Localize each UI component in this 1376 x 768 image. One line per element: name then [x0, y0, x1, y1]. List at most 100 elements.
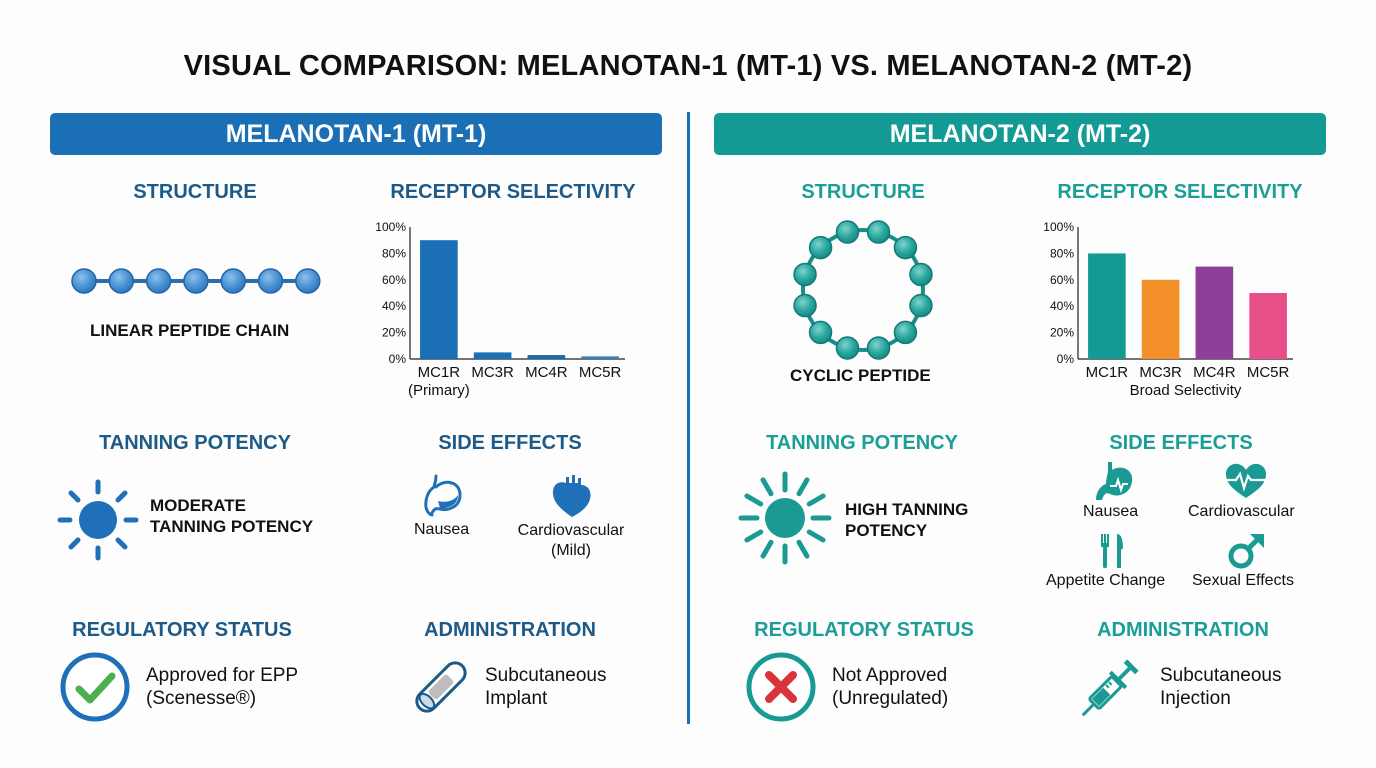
- peptide-bead: [893, 320, 918, 345]
- mt1-banner: MELANOTAN-1 (MT-1): [50, 113, 662, 155]
- male-symbol-icon: [1228, 534, 1264, 569]
- mt2-receptor-chart: 0% 20% 40% 60% 80% 100% MC1R MC3R MC4R MC5R Broad …: [1043, 220, 1293, 399]
- y-tick-label: 100%: [375, 220, 406, 234]
- x-tick-label: MC1R: [418, 364, 461, 381]
- sun-ray: [760, 539, 774, 559]
- peptide-bead: [866, 336, 891, 360]
- y-tick-label: 40%: [382, 299, 406, 313]
- mt1-side-effects-heading: SIDE EFFECTS: [438, 432, 582, 454]
- mt1-administration-text: Subcutaneous Implant: [485, 664, 607, 710]
- y-tick-label: 0%: [1057, 352, 1075, 366]
- mt2-regulatory-heading: REGULATORY STATUS: [754, 619, 974, 641]
- peptide-bead: [257, 268, 284, 294]
- y-tick-label: 20%: [382, 326, 406, 340]
- mt1-tanning-line1: MODERATE: [150, 496, 247, 515]
- mt2-regulatory-text: Not Approved (Unregulated): [832, 664, 948, 710]
- stomach-icon: [1096, 462, 1133, 500]
- column-divider: [687, 112, 690, 724]
- bar-mc3r: [473, 352, 512, 359]
- mt1-tanning-line2: TANNING POTENCY: [150, 517, 314, 536]
- mt2-tanning-line2: POTENCY: [845, 521, 928, 540]
- mt1-side-effect-nausea: Nausea: [414, 521, 470, 538]
- x-tick-label: MC1R: [1086, 364, 1129, 381]
- mt2-regulatory-line1: Not Approved: [832, 665, 948, 686]
- mt2-side-effect-cardio: Cardiovascular: [1188, 503, 1295, 520]
- x-tick-label: MC4R: [525, 364, 568, 381]
- y-tick-label: 40%: [1050, 299, 1074, 313]
- mt1-administration-line2: Implant: [485, 688, 548, 709]
- peptide-bead: [71, 268, 97, 294]
- mt1-structure-label: LINEAR PEPTIDE CHAIN: [90, 321, 290, 340]
- mt2-tanning-text: HIGH TANNING POTENCY: [845, 499, 968, 541]
- mt2-structure-label: CYCLIC PEPTIDE: [790, 366, 931, 385]
- peptide-bead: [866, 220, 891, 244]
- heart-icon: [552, 475, 591, 517]
- y-tick-label: 0%: [389, 352, 407, 366]
- mt2-administration-text: Subcutaneous Injection: [1160, 664, 1282, 710]
- syringe-icon: [1081, 659, 1139, 717]
- mt2-tanning-heading: TANNING POTENCY: [766, 432, 958, 454]
- peptide-bead: [295, 268, 321, 294]
- mt1-tanning-text: MODERATE TANNING POTENCY: [150, 495, 313, 537]
- mt2-receptor-heading: RECEPTOR SELECTIVITY: [1057, 181, 1303, 203]
- mt2-side-effect-nausea: Nausea: [1083, 503, 1139, 520]
- peptide-bead: [220, 268, 246, 294]
- y-tick-label: 100%: [1043, 220, 1074, 234]
- cyclic-peptide-icon: [793, 220, 933, 360]
- sun-ray: [760, 477, 774, 497]
- x-tick-label: MC5R: [579, 364, 622, 381]
- bar-mc1r: [420, 240, 458, 359]
- mt2-tanning-line1: HIGH TANNING: [845, 500, 969, 519]
- mt2-administration-line2: Injection: [1160, 688, 1231, 709]
- peptide-bead: [793, 262, 817, 287]
- x-tick-label: MC3R: [1139, 364, 1182, 381]
- peptide-bead: [893, 235, 918, 260]
- mt1-administration-heading: ADMINISTRATION: [424, 619, 596, 641]
- stomach-icon: [424, 474, 462, 517]
- bar-mc3r: [1141, 279, 1180, 359]
- bar-mc4r: [527, 355, 566, 359]
- peptide-bead: [909, 293, 933, 318]
- mt1-regulatory-line1: Approved for EPP: [146, 665, 299, 686]
- mt1-receptor-chart: 0% 20% 40% 60% 80% 100% MC1R(Primary)MC3R MC4R M…: [375, 220, 625, 399]
- x-tick-label: MC3R: [471, 364, 514, 381]
- x-tick-sublabel: (Primary): [408, 382, 470, 399]
- peptide-bead: [793, 293, 817, 318]
- bar-mc4r: [1195, 266, 1234, 359]
- heart-pulse-icon: [1224, 463, 1268, 498]
- mt1-regulatory-line2: (Scenesse®): [146, 688, 257, 709]
- peptide-bead: [183, 268, 209, 294]
- mt2-administration-heading: ADMINISTRATION: [1097, 619, 1269, 641]
- mt2-side-effects-heading: SIDE EFFECTS: [1109, 432, 1253, 454]
- sun-ray: [744, 529, 764, 543]
- bar-mc5r: [581, 356, 619, 359]
- sun-ray: [744, 493, 764, 507]
- peptide-bead: [108, 268, 135, 294]
- mt2-banner: MELANOTAN-2 (MT-2): [714, 113, 1326, 155]
- mt1-receptor-heading: RECEPTOR SELECTIVITY: [390, 181, 636, 203]
- y-tick-label: 60%: [1050, 273, 1074, 287]
- mt2-side-effect-sexual: Sexual Effects: [1192, 572, 1294, 589]
- mt2-regulatory-line2: (Unregulated): [832, 688, 949, 709]
- implant-icon: [415, 661, 467, 713]
- bar-mc5r: [1249, 293, 1287, 359]
- peptide-bead: [835, 220, 860, 244]
- mt1-regulatory-heading: REGULATORY STATUS: [72, 619, 292, 641]
- x-axis-label: Broad Selectivity: [1130, 382, 1242, 399]
- sun-ray: [796, 477, 810, 497]
- mt1-tanning-heading: TANNING POTENCY: [99, 432, 291, 454]
- sun-icon: [738, 471, 832, 565]
- page-title: VISUAL COMPARISON: MELANOTAN-1 (MT-1) VS…: [183, 50, 1193, 82]
- x-tick-label: MC4R: [1193, 364, 1236, 381]
- peptide-bead: [808, 235, 833, 260]
- y-tick-label: 60%: [382, 273, 406, 287]
- y-tick-label: 20%: [1050, 326, 1074, 340]
- y-tick-label: 80%: [382, 246, 406, 260]
- peptide-bead: [835, 336, 860, 360]
- peptide-bead: [909, 262, 933, 287]
- mt1-administration-line1: Subcutaneous: [485, 665, 607, 686]
- sun-ray: [806, 493, 826, 507]
- mt1-cardio-line1: Cardiovascular: [517, 522, 625, 539]
- mt1-structure-heading: STRUCTURE: [133, 181, 257, 203]
- fork-knife-icon: [1101, 534, 1123, 568]
